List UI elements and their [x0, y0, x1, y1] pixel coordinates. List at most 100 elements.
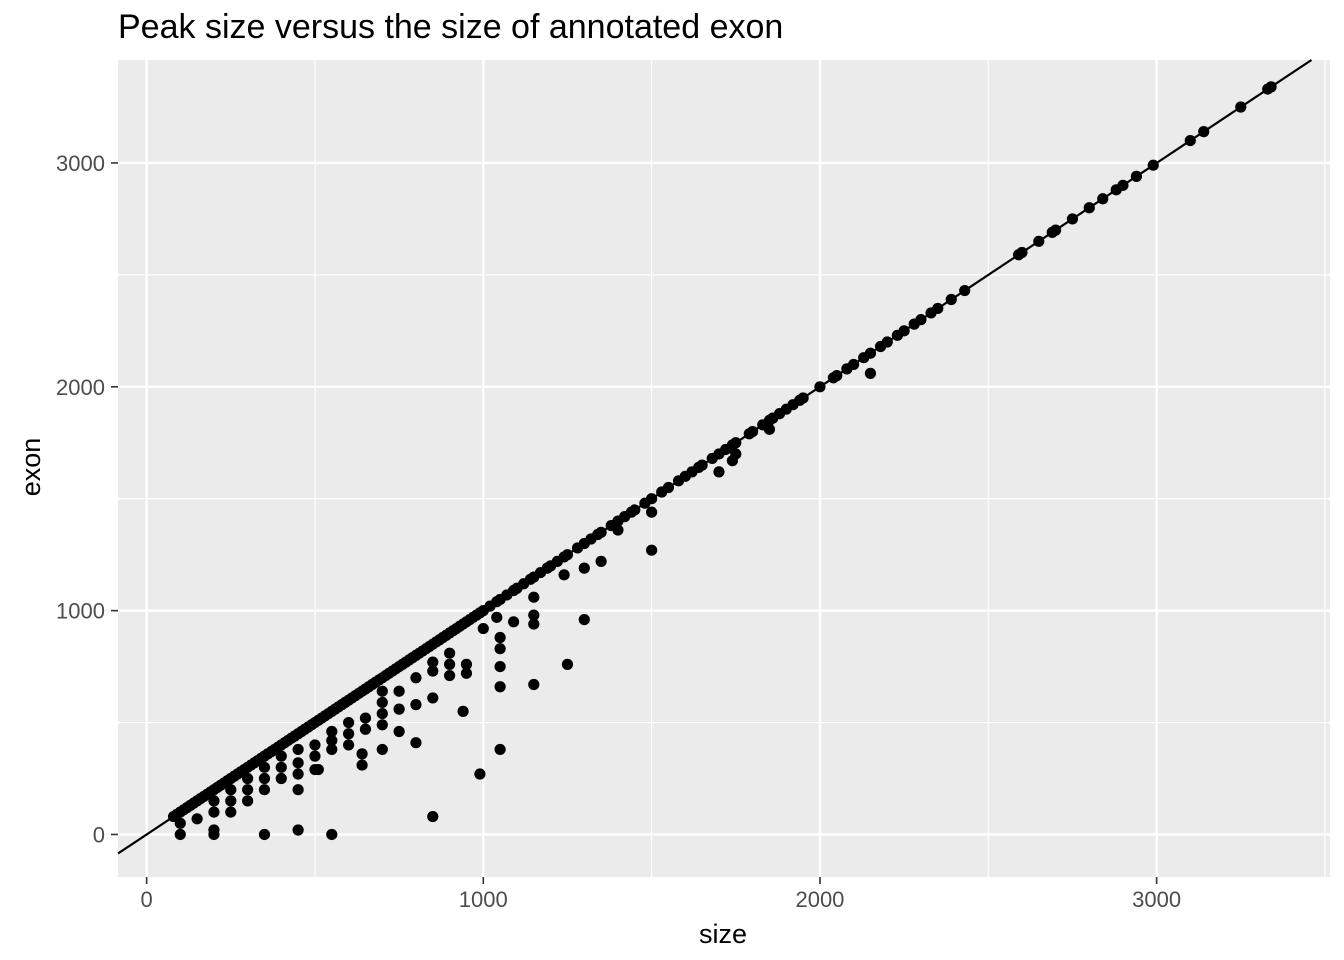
data-point	[646, 544, 658, 556]
data-point	[444, 669, 456, 682]
data-point	[814, 381, 826, 393]
data-point	[292, 757, 304, 769]
data-point	[444, 647, 456, 659]
data-point	[561, 658, 574, 670]
data-point	[393, 685, 405, 697]
data-point	[1066, 213, 1079, 225]
data-point	[474, 768, 486, 780]
data-point	[393, 725, 405, 738]
data-point	[258, 761, 271, 773]
x-tick-label: 3000	[1132, 887, 1181, 912]
x-tick-label: 0	[140, 887, 152, 912]
data-point	[747, 425, 759, 438]
data-point	[191, 813, 203, 825]
data-point	[646, 506, 658, 518]
data-point	[258, 828, 271, 841]
data-point	[528, 591, 540, 603]
data-point	[578, 613, 590, 626]
data-point	[713, 466, 725, 478]
data-point	[595, 526, 607, 538]
data-point	[881, 336, 893, 348]
data-point	[494, 681, 506, 693]
data-point	[225, 795, 237, 807]
data-point	[208, 806, 220, 818]
data-point	[309, 750, 321, 762]
data-point	[326, 743, 338, 756]
data-point	[1130, 170, 1143, 182]
data-point	[343, 739, 355, 751]
data-point	[275, 761, 287, 773]
data-point	[292, 824, 304, 836]
data-point	[477, 622, 489, 635]
data-point	[848, 358, 860, 371]
data-point	[730, 437, 742, 449]
data-point	[662, 481, 675, 494]
data-point	[225, 784, 237, 796]
data-point	[528, 678, 540, 691]
data-point	[326, 828, 338, 841]
data-point	[376, 719, 388, 731]
data-points	[167, 81, 1277, 841]
data-point	[410, 699, 422, 711]
data-point	[242, 784, 254, 796]
data-point	[427, 810, 439, 823]
data-point	[356, 759, 368, 771]
data-point	[945, 293, 957, 306]
x-tick-label: 2000	[795, 887, 844, 912]
data-point	[225, 806, 237, 818]
data-point	[1265, 81, 1277, 93]
data-point	[959, 284, 971, 297]
y-axis-ticks: 0 1000 2000 3000	[56, 151, 118, 847]
data-point	[309, 739, 321, 751]
data-point	[427, 692, 439, 704]
data-point	[612, 524, 624, 536]
data-point	[292, 784, 304, 796]
x-axis-title: size	[699, 919, 747, 949]
data-point	[326, 734, 338, 747]
data-point	[258, 784, 271, 796]
data-point	[932, 302, 944, 315]
data-point	[460, 667, 473, 679]
data-point	[1235, 101, 1247, 113]
data-point	[393, 703, 405, 715]
data-point	[558, 569, 570, 581]
x-tick-label: 1000	[459, 887, 508, 912]
data-point	[174, 817, 186, 829]
data-point	[376, 743, 388, 756]
data-point	[326, 725, 338, 738]
data-point	[494, 743, 506, 756]
data-point	[561, 549, 574, 561]
data-point	[578, 562, 590, 574]
data-point	[1184, 134, 1196, 147]
data-point	[258, 772, 271, 785]
data-point	[528, 609, 540, 621]
data-point	[730, 448, 742, 460]
data-point	[1147, 159, 1159, 171]
data-point	[864, 347, 877, 359]
data-point	[629, 504, 641, 516]
data-point	[831, 370, 843, 382]
data-point	[292, 743, 304, 756]
y-tick-label: 3000	[56, 151, 105, 176]
data-point	[292, 768, 304, 780]
data-point	[1033, 235, 1045, 247]
y-tick-label: 1000	[56, 599, 105, 624]
data-point	[1198, 126, 1210, 138]
chart-title: Peak size versus the size of annotated e…	[118, 8, 784, 46]
data-point	[359, 723, 372, 735]
plot-panel	[118, 60, 1330, 877]
data-point	[1050, 224, 1062, 236]
data-point	[898, 325, 910, 337]
data-point	[242, 795, 254, 807]
data-point	[444, 658, 456, 670]
y-tick-label: 2000	[56, 375, 105, 400]
data-point	[376, 708, 388, 720]
data-point	[491, 611, 503, 623]
y-tick-label: 0	[93, 822, 105, 847]
data-point	[359, 712, 372, 724]
data-point	[410, 672, 422, 684]
data-point	[507, 616, 520, 628]
data-point	[1117, 179, 1129, 191]
data-point	[208, 795, 220, 807]
data-point	[864, 367, 877, 379]
